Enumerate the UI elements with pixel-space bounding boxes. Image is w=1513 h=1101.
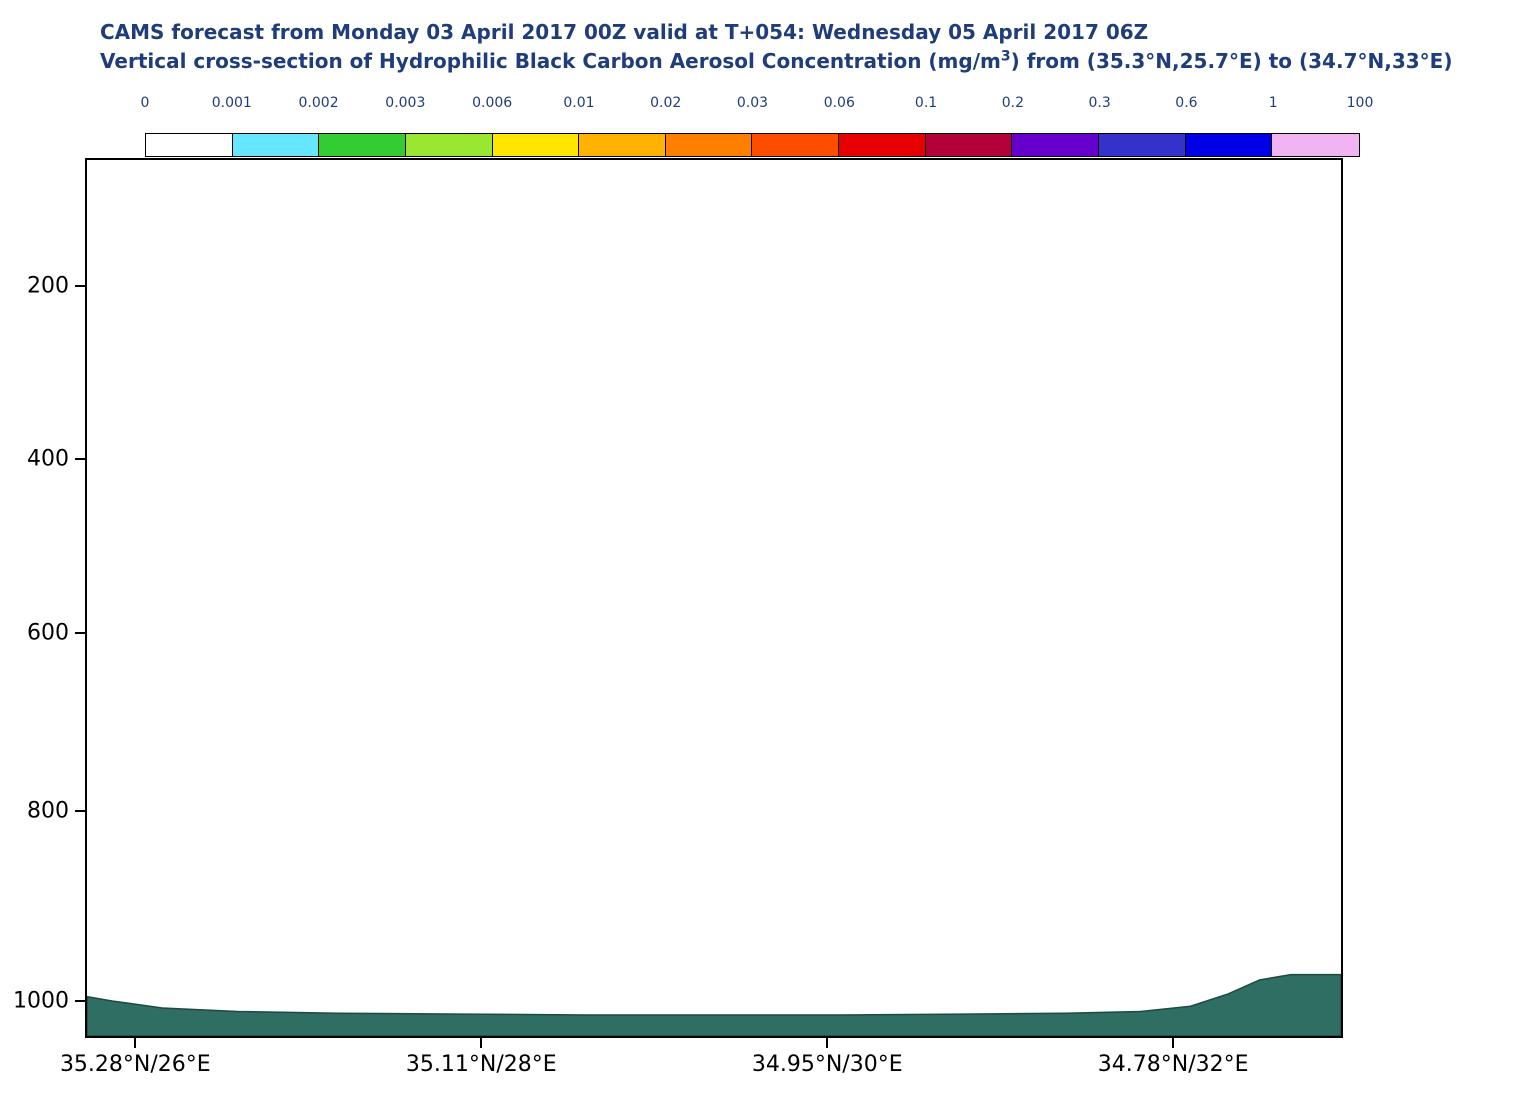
y-tick-mark: [75, 810, 85, 812]
colorbar-cells: [145, 133, 1360, 157]
colorbar-label: 0.6: [1175, 95, 1197, 111]
colorbar-label: 0.1: [915, 95, 937, 111]
colorbar-cell: [406, 134, 493, 156]
terrain-fill: [87, 160, 1341, 1036]
x-tick-mark: [134, 1038, 136, 1048]
x-tick-label: 35.11°N/28°E: [406, 1052, 557, 1077]
colorbar-label: 0.002: [299, 95, 339, 111]
colorbar-label: 0.006: [472, 95, 512, 111]
colorbar-label: 0: [141, 95, 150, 111]
colorbar-labels: 00.0010.0020.0030.0060.010.020.030.060.1…: [145, 115, 1360, 133]
colorbar-label: 1: [1269, 95, 1278, 111]
colorbar-cell: [146, 134, 233, 156]
colorbar-label: 0.2: [1002, 95, 1024, 111]
chart-title: CAMS forecast from Monday 03 April 2017 …: [100, 18, 1452, 76]
colorbar-cell: [839, 134, 926, 156]
y-tick-label: 400: [0, 446, 69, 471]
colorbar-cell: [1272, 134, 1359, 156]
chart-canvas: CAMS forecast from Monday 03 April 2017 …: [0, 0, 1513, 1101]
x-tick-label: 35.28°N/26°E: [60, 1052, 211, 1077]
y-tick-mark: [75, 458, 85, 460]
colorbar-label: 100: [1347, 95, 1374, 111]
title-line-2: Vertical cross-section of Hydrophilic Bl…: [100, 47, 1452, 76]
x-tick-label: 34.95°N/30°E: [752, 1052, 903, 1077]
title-line-2-sup: 3: [1001, 48, 1011, 64]
colorbar-label: 0.06: [824, 95, 855, 111]
colorbar-cell: [1099, 134, 1186, 156]
plot-area: [85, 158, 1343, 1038]
colorbar: 00.0010.0020.0030.0060.010.020.030.060.1…: [145, 115, 1360, 157]
colorbar-cell: [752, 134, 839, 156]
colorbar-cell: [493, 134, 580, 156]
y-tick-mark: [75, 1000, 85, 1002]
colorbar-label: 0.02: [650, 95, 681, 111]
title-line-2-pre: Vertical cross-section of Hydrophilic Bl…: [100, 49, 1001, 73]
y-tick-label: 1000: [0, 989, 69, 1014]
colorbar-cell: [1186, 134, 1273, 156]
colorbar-cell: [666, 134, 753, 156]
terrain-path: [87, 975, 1341, 1036]
x-tick-mark: [826, 1038, 828, 1048]
y-tick-label: 200: [0, 273, 69, 298]
y-tick-label: 600: [0, 621, 69, 646]
y-tick-mark: [75, 632, 85, 634]
colorbar-cell: [579, 134, 666, 156]
colorbar-cell: [233, 134, 320, 156]
colorbar-label: 0.3: [1089, 95, 1111, 111]
colorbar-label: 0.01: [563, 95, 594, 111]
title-line-2-post: ) from (35.3°N,25.7°E) to (34.7°N,33°E): [1011, 49, 1453, 73]
x-tick-mark: [480, 1038, 482, 1048]
title-line-1: CAMS forecast from Monday 03 April 2017 …: [100, 18, 1452, 47]
colorbar-label: 0.03: [737, 95, 768, 111]
colorbar-label: 0.003: [385, 95, 425, 111]
colorbar-cell: [319, 134, 406, 156]
colorbar-cell: [1012, 134, 1099, 156]
colorbar-cell: [926, 134, 1013, 156]
colorbar-label: 0.001: [212, 95, 252, 111]
y-tick-label: 800: [0, 798, 69, 823]
x-tick-mark: [1172, 1038, 1174, 1048]
x-tick-label: 34.78°N/32°E: [1098, 1052, 1249, 1077]
y-tick-mark: [75, 285, 85, 287]
